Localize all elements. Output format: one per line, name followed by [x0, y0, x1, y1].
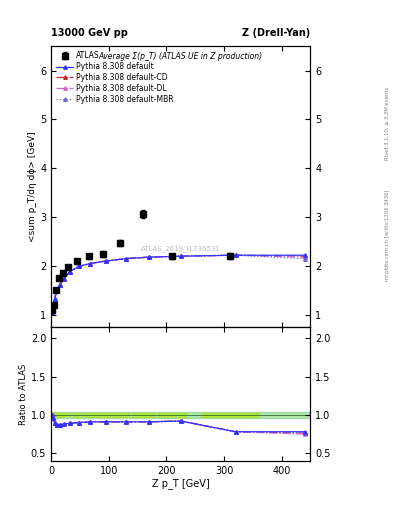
Pythia 8.308 default	[302, 252, 307, 258]
Bar	[51, 412, 53, 418]
Pythia 8.308 default	[67, 269, 72, 275]
Bar	[58, 413, 61, 417]
Pythia 8.308 default-MBR	[302, 255, 307, 262]
Pythia 8.308 default-CD	[61, 276, 66, 282]
Pythia 8.308 default	[233, 252, 238, 258]
Y-axis label: Ratio to ATLAS: Ratio to ATLAS	[19, 364, 28, 424]
Pythia 8.308 default-MBR	[103, 258, 108, 264]
Pythia 8.308 default-DL	[49, 309, 54, 315]
X-axis label: Z p_T [GeV]: Z p_T [GeV]	[152, 478, 209, 489]
Pythia 8.308 default-CD	[147, 254, 151, 260]
Pythia 8.308 default	[49, 309, 54, 315]
Pythia 8.308 default-MBR	[49, 309, 54, 315]
Line: Pythia 8.308 default-CD: Pythia 8.308 default-CD	[50, 253, 307, 314]
Bar	[83, 413, 94, 417]
Bar	[201, 413, 259, 417]
Pythia 8.308 default-CD	[103, 258, 108, 264]
Pythia 8.308 default-MBR	[178, 253, 183, 259]
Pythia 8.308 default	[88, 261, 93, 267]
Pythia 8.308 default	[61, 276, 66, 282]
Bar	[66, 413, 71, 416]
Pythia 8.308 default-MBR	[61, 276, 66, 282]
Text: 13000 GeV pp: 13000 GeV pp	[51, 28, 128, 38]
Pythia 8.308 default	[178, 253, 183, 259]
Line: Pythia 8.308 default-MBR: Pythia 8.308 default-MBR	[50, 253, 307, 314]
Pythia 8.308 default-MBR	[124, 255, 129, 262]
Pythia 8.308 default-CD	[302, 253, 307, 259]
Pythia 8.308 default-DL	[50, 306, 55, 312]
Bar	[158, 413, 187, 417]
Pythia 8.308 default-CD	[76, 263, 81, 269]
Bar	[55, 413, 57, 417]
Pythia 8.308 default	[50, 306, 55, 312]
Line: Pythia 8.308 default-DL: Pythia 8.308 default-DL	[50, 253, 307, 314]
Pythia 8.308 default-CD	[57, 282, 62, 288]
Bar	[96, 413, 110, 417]
Pythia 8.308 default	[55, 287, 59, 293]
Pythia 8.308 default-CD	[88, 261, 93, 267]
Pythia 8.308 default-DL	[103, 258, 108, 264]
Pythia 8.308 default-DL	[233, 252, 238, 258]
Bar	[51, 412, 310, 418]
Pythia 8.308 default	[57, 282, 62, 288]
Pythia 8.308 default-MBR	[233, 252, 238, 258]
Pythia 8.308 default-DL	[124, 255, 129, 262]
Pythia 8.308 default-CD	[124, 255, 129, 262]
Pythia 8.308 default-DL	[147, 254, 151, 260]
Pythia 8.308 default-CD	[49, 309, 54, 315]
Pythia 8.308 default	[52, 296, 57, 302]
Legend: ATLAS, Pythia 8.308 default, Pythia 8.308 default-CD, Pythia 8.308 default-DL, P: ATLAS, Pythia 8.308 default, Pythia 8.30…	[55, 50, 175, 105]
Text: mcplots.cern.ch [arXiv:1306.3436]: mcplots.cern.ch [arXiv:1306.3436]	[385, 190, 390, 281]
Pythia 8.308 default-MBR	[88, 261, 93, 267]
Text: ATLAS_2019_I1736531: ATLAS_2019_I1736531	[141, 245, 221, 252]
Text: Rivet 3.1.10, ≥ 3.3M events: Rivet 3.1.10, ≥ 3.3M events	[385, 86, 390, 160]
Pythia 8.308 default	[147, 254, 151, 260]
Pythia 8.308 default	[124, 255, 129, 262]
Bar	[61, 413, 64, 417]
Pythia 8.308 default-MBR	[55, 287, 59, 293]
Pythia 8.308 default-DL	[55, 287, 59, 293]
Pythia 8.308 default-DL	[61, 276, 66, 282]
Bar	[73, 413, 81, 417]
Text: Z (Drell-Yan): Z (Drell-Yan)	[242, 28, 310, 38]
Pythia 8.308 default-CD	[233, 252, 238, 258]
Bar	[53, 412, 55, 417]
Pythia 8.308 default-DL	[52, 296, 57, 302]
Pythia 8.308 default-CD	[55, 287, 59, 293]
Y-axis label: <sum p_T/dη dϕ> [GeV]: <sum p_T/dη dϕ> [GeV]	[28, 131, 37, 242]
Bar	[132, 413, 155, 417]
Pythia 8.308 default	[103, 258, 108, 264]
Pythia 8.308 default-DL	[178, 253, 183, 259]
Pythia 8.308 default-CD	[52, 296, 57, 302]
Pythia 8.308 default-MBR	[76, 263, 81, 269]
Pythia 8.308 default-MBR	[147, 254, 151, 260]
Pythia 8.308 default-DL	[88, 261, 93, 267]
Pythia 8.308 default-MBR	[52, 296, 57, 302]
Bar	[112, 413, 129, 417]
Pythia 8.308 default-DL	[76, 263, 81, 269]
Pythia 8.308 default-CD	[178, 253, 183, 259]
Pythia 8.308 default	[76, 263, 81, 269]
Text: Average Σ(p_T) (ATLAS UE in Z production): Average Σ(p_T) (ATLAS UE in Z production…	[99, 52, 263, 61]
Pythia 8.308 default-MBR	[57, 282, 62, 288]
Pythia 8.308 default-MBR	[67, 269, 72, 275]
Pythia 8.308 default-DL	[57, 282, 62, 288]
Pythia 8.308 default-DL	[302, 254, 307, 260]
Pythia 8.308 default-CD	[50, 306, 55, 312]
Pythia 8.308 default-CD	[67, 269, 72, 275]
Line: Pythia 8.308 default: Pythia 8.308 default	[50, 253, 307, 314]
Pythia 8.308 default-MBR	[50, 306, 55, 312]
Pythia 8.308 default-DL	[67, 269, 72, 275]
